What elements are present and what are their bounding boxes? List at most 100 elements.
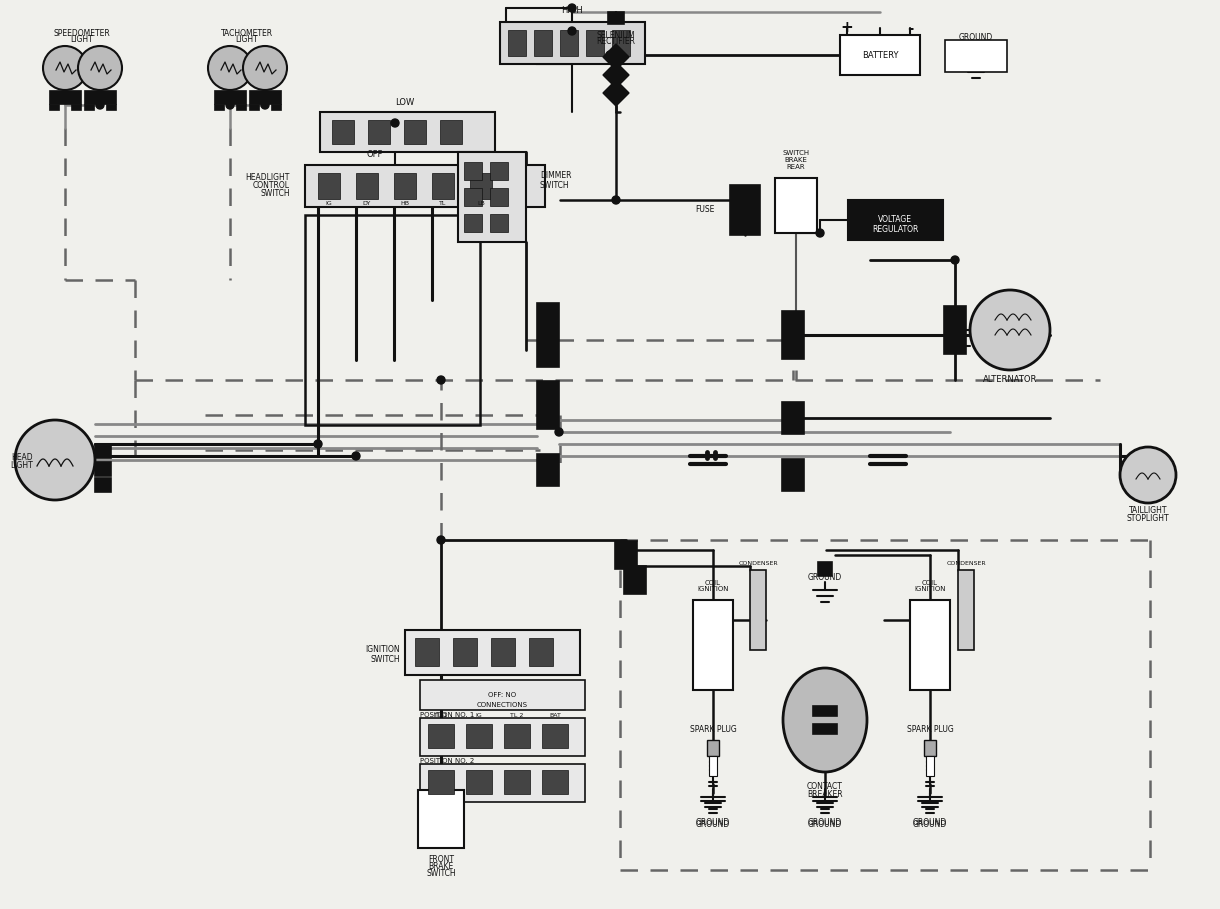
Circle shape xyxy=(970,290,1050,370)
Circle shape xyxy=(96,101,104,109)
Circle shape xyxy=(952,256,959,264)
Text: GROUND: GROUND xyxy=(959,34,993,43)
Circle shape xyxy=(43,46,87,90)
Text: ALTERNATOR: ALTERNATOR xyxy=(983,375,1037,384)
Polygon shape xyxy=(603,80,630,106)
Bar xyxy=(560,30,578,56)
Circle shape xyxy=(1120,447,1176,503)
Bar xyxy=(504,770,529,794)
Bar xyxy=(693,600,733,690)
Bar xyxy=(612,30,630,56)
Circle shape xyxy=(437,536,445,544)
Text: TL: TL xyxy=(439,201,447,206)
Text: POSITION NO. 1: POSITION NO. 1 xyxy=(420,712,475,718)
Text: IG: IG xyxy=(476,713,482,718)
Text: DIMMER: DIMMER xyxy=(540,171,571,179)
Bar xyxy=(356,173,378,199)
Bar xyxy=(841,35,920,75)
Circle shape xyxy=(390,119,399,127)
Bar xyxy=(813,706,837,716)
Text: SPARK PLUG: SPARK PLUG xyxy=(689,725,737,734)
Text: FRONT: FRONT xyxy=(428,855,454,864)
Text: IGNITION: IGNITION xyxy=(698,586,728,592)
Circle shape xyxy=(353,452,360,460)
Bar xyxy=(305,215,479,425)
Bar xyxy=(775,178,817,233)
Circle shape xyxy=(15,420,95,500)
Text: FUSE: FUSE xyxy=(695,205,715,215)
Text: CONNECTIONS: CONNECTIONS xyxy=(477,702,527,708)
Ellipse shape xyxy=(783,668,867,772)
Text: SPARK PLUG: SPARK PLUG xyxy=(906,725,953,734)
Bar xyxy=(95,478,111,492)
Text: GROUND: GROUND xyxy=(808,818,842,827)
Text: IGNITION: IGNITION xyxy=(914,586,946,592)
Bar xyxy=(95,462,111,476)
Circle shape xyxy=(78,46,122,90)
Bar xyxy=(623,566,647,594)
Text: CONTACT: CONTACT xyxy=(808,782,843,791)
Bar xyxy=(405,630,580,675)
Text: GROUND: GROUND xyxy=(808,574,842,583)
Text: VOLTAGE: VOLTAGE xyxy=(878,215,913,225)
Bar xyxy=(418,790,464,848)
Bar xyxy=(464,214,482,232)
Text: GROUND: GROUND xyxy=(808,820,842,829)
Circle shape xyxy=(314,440,322,448)
Bar xyxy=(318,173,340,199)
Text: BATTERY: BATTERY xyxy=(861,51,898,59)
Bar xyxy=(615,541,637,569)
Bar xyxy=(817,562,832,576)
Bar xyxy=(95,444,111,458)
Bar xyxy=(235,104,246,110)
Text: GROUND: GROUND xyxy=(695,820,730,829)
Text: TL 2: TL 2 xyxy=(510,713,523,718)
Text: SWITCH: SWITCH xyxy=(540,181,570,189)
Bar xyxy=(490,214,508,232)
Text: LOW: LOW xyxy=(395,98,415,107)
Bar xyxy=(542,770,569,794)
Bar xyxy=(420,764,586,802)
Text: TAILLIGHT: TAILLIGHT xyxy=(1128,506,1168,515)
Text: BREAKER: BREAKER xyxy=(808,790,843,799)
Bar xyxy=(49,104,59,110)
Text: SPEEDOMETER: SPEEDOMETER xyxy=(54,29,110,38)
Bar xyxy=(458,152,526,242)
Bar xyxy=(404,120,426,144)
Text: OFF: NO: OFF: NO xyxy=(488,692,516,698)
Circle shape xyxy=(207,46,253,90)
Bar xyxy=(428,724,454,748)
Text: HB: HB xyxy=(400,201,410,206)
Bar xyxy=(470,173,492,199)
Text: RECTIFIER: RECTIFIER xyxy=(597,37,636,46)
Circle shape xyxy=(612,196,620,204)
Text: SWITCH: SWITCH xyxy=(426,869,456,878)
Text: CONTROL: CONTROL xyxy=(253,181,290,189)
Bar xyxy=(529,638,553,666)
Text: HEAD: HEAD xyxy=(11,454,33,463)
Bar xyxy=(249,104,259,110)
Bar xyxy=(958,570,974,650)
Bar xyxy=(464,162,482,180)
Text: SWITCH: SWITCH xyxy=(782,150,810,156)
Bar xyxy=(432,173,454,199)
Polygon shape xyxy=(603,44,630,70)
Circle shape xyxy=(569,4,576,12)
Text: CONDENSER: CONDENSER xyxy=(738,561,778,566)
Bar xyxy=(750,570,766,650)
Text: LB: LB xyxy=(477,201,484,206)
Circle shape xyxy=(226,101,234,109)
Bar xyxy=(49,90,81,104)
Bar xyxy=(84,90,116,104)
Bar xyxy=(537,381,559,429)
Bar xyxy=(782,311,804,359)
Bar xyxy=(490,162,508,180)
Bar xyxy=(813,724,837,734)
Text: LIGHT: LIGHT xyxy=(235,35,259,44)
Bar xyxy=(464,188,482,206)
Bar xyxy=(368,120,390,144)
Circle shape xyxy=(555,428,562,436)
Bar xyxy=(84,104,94,110)
Circle shape xyxy=(816,229,824,237)
Text: POSITION NO. 2: POSITION NO. 2 xyxy=(420,758,475,764)
